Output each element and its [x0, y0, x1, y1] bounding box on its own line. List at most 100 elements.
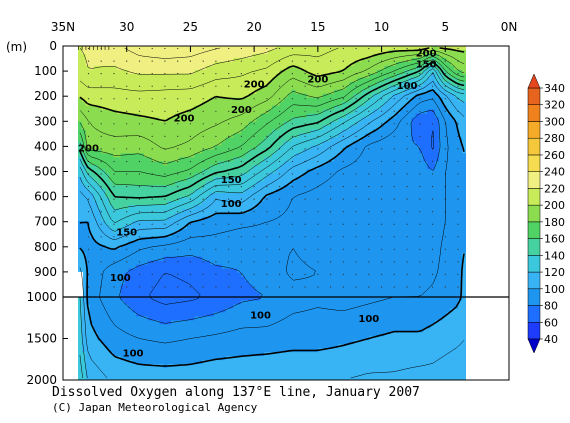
heat-cell — [442, 89, 448, 95]
heat-cell — [434, 105, 440, 111]
heat-cell — [89, 101, 95, 107]
heat-cell — [202, 201, 207, 206]
heat-cell — [341, 232, 347, 238]
heat-cell — [140, 161, 145, 166]
heat-cell — [353, 81, 358, 87]
heat-cell — [140, 81, 145, 87]
heat-cell — [322, 197, 327, 202]
heat-cell — [194, 149, 199, 154]
heat-cell — [105, 49, 110, 55]
heat-cell — [400, 201, 405, 206]
heat-cell — [206, 141, 211, 147]
heat-cell — [314, 220, 320, 226]
heat-cell — [349, 201, 355, 206]
heat-cell — [446, 205, 452, 210]
heat-cell — [341, 149, 347, 154]
heat-cell — [155, 236, 161, 242]
heat-cell — [128, 73, 133, 79]
heat-cell — [400, 69, 405, 75]
heat-cell — [287, 77, 292, 83]
heat-cell — [450, 97, 455, 103]
heat-cell — [233, 177, 238, 182]
heat-cell — [85, 113, 91, 119]
heat-cell — [178, 189, 184, 194]
heat-cell — [260, 57, 265, 63]
heat-cell — [434, 197, 440, 202]
heat-cell — [279, 97, 285, 103]
heat-cell — [287, 236, 292, 242]
heat-cell — [124, 117, 130, 123]
heat-cell — [120, 137, 126, 143]
heat-cell — [345, 101, 351, 107]
heat-cell — [260, 201, 265, 206]
heat-cell — [240, 101, 246, 107]
heat-cell — [431, 149, 436, 154]
heat-cell — [163, 105, 168, 111]
heat-cell — [85, 89, 91, 95]
heat-cell — [341, 224, 347, 230]
heat-cell — [291, 189, 296, 194]
heat-cell — [97, 89, 102, 95]
heat-cell — [337, 101, 343, 107]
heat-cell — [167, 129, 172, 135]
heat-cell — [349, 81, 355, 87]
heat-cell — [85, 65, 91, 71]
heat-cell — [112, 65, 118, 71]
heat-cell — [384, 228, 389, 234]
heat-cell — [361, 46, 366, 51]
heat-cell — [361, 73, 366, 79]
heat-cell — [167, 201, 172, 206]
heat-cell — [306, 73, 312, 79]
heat-cell — [392, 109, 397, 115]
heat-cell — [446, 141, 452, 147]
heat-cell — [376, 181, 382, 186]
heat-cell — [151, 201, 157, 206]
heat-cell — [85, 53, 91, 59]
heat-cell — [396, 49, 401, 55]
heat-cell — [423, 73, 428, 79]
heat-cell — [407, 216, 413, 222]
heat-cell — [124, 105, 130, 111]
heat-cell — [120, 121, 126, 127]
heat-cell — [221, 133, 227, 139]
heat-cell — [132, 165, 137, 170]
heat-cell — [163, 97, 168, 103]
heat-cell — [454, 165, 459, 170]
heat-cell — [330, 220, 335, 226]
heat-cell — [175, 133, 180, 139]
heat-cell — [120, 153, 126, 158]
heat-cell — [155, 181, 161, 186]
heat-cell — [458, 77, 463, 83]
heat-cell — [419, 161, 424, 166]
heat-cell — [182, 77, 188, 83]
heat-cell — [109, 97, 114, 103]
heat-cell — [225, 224, 230, 230]
heat-cell — [372, 232, 378, 238]
heat-cell — [93, 121, 98, 127]
heat-cell — [330, 101, 335, 107]
heat-cell — [225, 109, 230, 115]
heat-cell — [89, 157, 95, 162]
heat-cell — [190, 145, 195, 150]
heat-cell — [143, 177, 149, 182]
heat-cell — [372, 181, 378, 186]
heat-cell — [206, 101, 211, 107]
heat-cell — [357, 125, 362, 131]
heat-cell — [159, 69, 164, 75]
heat-cell — [198, 157, 203, 162]
heat-cell — [279, 129, 285, 135]
heat-cell — [345, 216, 351, 222]
heat-cell — [217, 216, 223, 222]
heat-cell — [260, 228, 265, 234]
heat-cell — [384, 53, 389, 59]
heat-cell — [260, 145, 265, 150]
heat-cell — [369, 105, 374, 111]
heat-cell — [256, 49, 261, 55]
heat-cell — [372, 153, 378, 158]
heat-cell — [213, 193, 219, 198]
heat-cell — [349, 89, 355, 95]
heat-cell — [388, 149, 393, 154]
heat-cell — [365, 117, 370, 123]
heat-cell — [143, 81, 149, 87]
heat-cell — [105, 220, 110, 226]
